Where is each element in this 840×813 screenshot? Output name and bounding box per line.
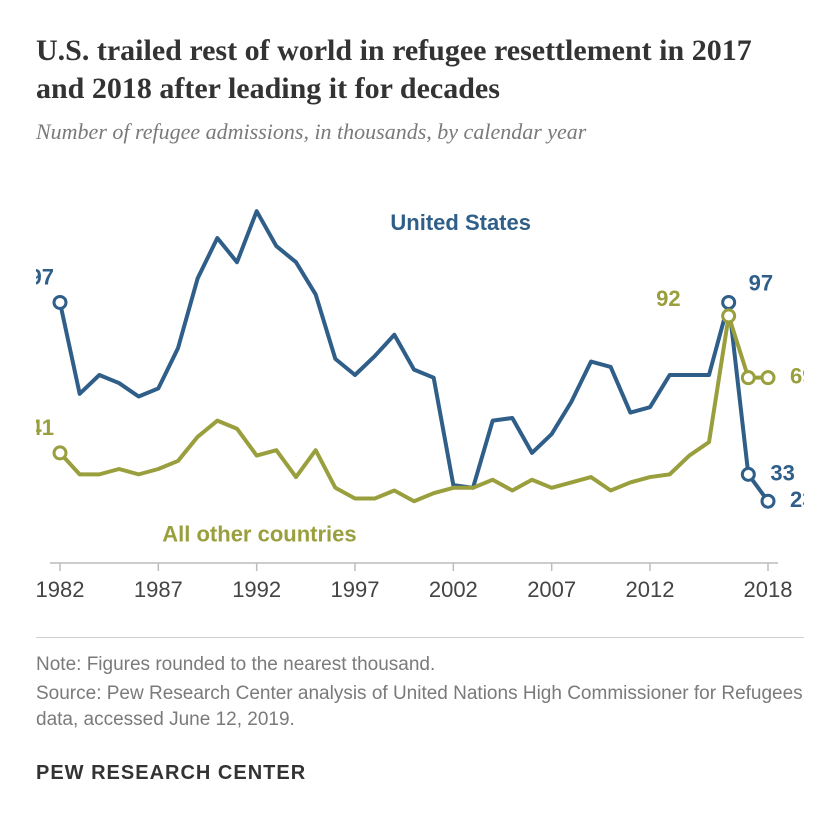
brand-text: PEW RESEARCH CENTER [36, 762, 804, 785]
x-tick-label: 1982 [36, 577, 84, 602]
x-tick-label: 2012 [626, 577, 675, 602]
series-line-other [60, 316, 768, 501]
note-text: Note: Figures rounded to the nearest tho… [36, 652, 804, 679]
data-point-other [742, 372, 754, 384]
series-line-us [60, 211, 768, 501]
data-point-us [723, 296, 735, 308]
x-tick-label: 1997 [331, 577, 380, 602]
point-label-other: 92 [656, 286, 680, 311]
data-point-us [762, 495, 774, 507]
point-label-us: 33 [770, 460, 794, 485]
data-point-other [723, 310, 735, 322]
x-tick-label: 2018 [744, 577, 793, 602]
data-point-us [54, 296, 66, 308]
chart-title: U.S. trailed rest of world in refugee re… [36, 32, 804, 107]
series-label-us: United States [390, 210, 531, 235]
x-tick-label: 2002 [429, 577, 478, 602]
source-text: Source: Pew Research Center analysis of … [36, 681, 804, 734]
data-point-other [762, 372, 774, 384]
data-point-us [742, 468, 754, 480]
point-label-us: 97 [749, 270, 773, 295]
line-chart: 1982 1987 1992 1997 2002 2007 2012 2018 97 97 3323… [36, 163, 804, 623]
data-point-other [54, 447, 66, 459]
divider [36, 637, 804, 638]
chart-subtitle: Number of refugee admissions, in thousan… [36, 119, 804, 145]
x-tick-label: 1987 [134, 577, 183, 602]
series-label-other: All other countries [162, 522, 356, 547]
point-label-other: 69 [790, 364, 804, 389]
x-tick-label: 2007 [527, 577, 576, 602]
chart-svg: 1982 1987 1992 1997 2002 2007 2012 2018 97 97 3323… [36, 163, 804, 623]
point-label-us: 97 [36, 264, 54, 289]
point-label-other: 41 [36, 415, 54, 440]
x-tick-label: 1992 [232, 577, 281, 602]
point-label-us: 23 [790, 487, 804, 512]
